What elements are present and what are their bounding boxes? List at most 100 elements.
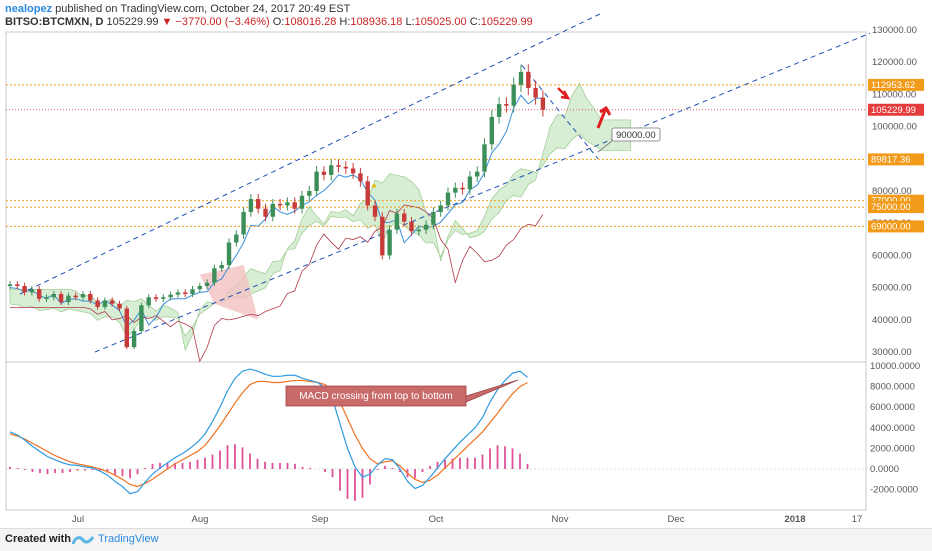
tradingview-logo-icon: [72, 536, 94, 545]
price-level-label: 69000.00: [871, 221, 911, 232]
candle-body: [197, 285, 202, 290]
x-tick-label: 17: [852, 514, 863, 525]
candle-body: [22, 285, 27, 293]
candle-body: [496, 104, 502, 117]
price-level-badge: [868, 220, 924, 233]
upper-trend-line: [19, 13, 601, 295]
price-tick-label: 130000.00: [872, 25, 917, 36]
candle-body: [226, 242, 232, 266]
candle-body: [153, 297, 159, 299]
candle-body: [380, 216, 385, 256]
price-level-badge: [868, 153, 924, 166]
candle-body: [241, 211, 246, 235]
macd-tick-label: 4000.0000: [870, 423, 915, 434]
last-price-text: 105229.99: [106, 16, 159, 28]
candle-body: [365, 181, 370, 206]
tradingview-brand[interactable]: TradingView: [98, 533, 159, 545]
candle-body: [102, 300, 108, 307]
candle-body: [467, 176, 473, 190]
candle-body: [402, 213, 407, 222]
price-level-badge: [868, 201, 924, 214]
x-tick-label: Oct: [429, 514, 444, 525]
candle-body: [343, 166, 348, 169]
price-tick-label: 100000.00: [872, 122, 917, 133]
macd-line: [9, 368, 528, 495]
change-text: −3770.00 (−3.46%): [175, 16, 270, 28]
candle-body: [168, 294, 173, 298]
price-tick-label: 120000.00: [872, 57, 917, 68]
candle-body: [80, 294, 86, 298]
high-value: 108936.18: [350, 16, 403, 28]
macd-tick-label: -2000.0000: [870, 485, 918, 496]
price-chart[interactable]: Jul Aug Sep Oct Nov Dec 2018 17 130000.00 120000.…: [0, 0, 932, 528]
ichimoku-cloud: [9, 82, 631, 352]
symbol-label: BITSO:BTCMXN, D: [5, 16, 104, 28]
candle-body: [58, 294, 64, 303]
candle-body: [299, 195, 305, 209]
candle-body: [44, 297, 49, 299]
candle-body: [511, 84, 516, 106]
candle-body: [438, 205, 443, 212]
price-tick-label: 60000.00: [872, 250, 912, 261]
candle-body: [175, 292, 181, 295]
x-tick-label: 2018: [784, 514, 805, 525]
candle-body: [37, 289, 42, 299]
candle-body: [329, 165, 334, 175]
candle-body: [460, 187, 465, 190]
candle-body: [124, 308, 129, 348]
candle-body: [95, 300, 100, 307]
ohlc-line: BITSO:BTCMXN, D 105229.99 ▼ −3770.00 (−3…: [5, 16, 533, 28]
base-line: [10, 204, 544, 363]
candle-body: [131, 331, 137, 348]
candle-body: [256, 199, 261, 209]
close-label: C:: [469, 16, 481, 28]
candle-body: [277, 203, 283, 206]
candle-body: [409, 221, 414, 232]
target-callout-text: 90000.00: [616, 130, 656, 141]
target-callout-box: [611, 127, 661, 142]
candle-body: [248, 199, 254, 212]
candle-body: [15, 284, 20, 286]
candle-body: [445, 192, 451, 206]
price-tick-label: 30000.00: [872, 347, 912, 358]
lower-trend-line: [94, 32, 871, 353]
author-name[interactable]: nealopez: [5, 3, 53, 15]
price-level-label: 89817.36: [871, 154, 911, 165]
macd-tick-label: 10000.0000: [870, 361, 920, 372]
candle-body: [387, 229, 392, 256]
published-text: published on TradingView.com, October 24…: [55, 3, 351, 15]
candle-body: [489, 116, 494, 145]
candle-body: [219, 265, 224, 269]
high-label: H:: [339, 16, 351, 28]
candle-body: [423, 224, 429, 230]
open-value: 108016.28: [284, 16, 337, 28]
up-arrow-marker: [596, 105, 612, 129]
macd-tick-label: 0.0000: [870, 464, 899, 475]
macd-callout-text: MACD crossing from top to bottom: [299, 391, 452, 402]
candle-body: [110, 300, 115, 304]
last-price-label: 105229.99: [871, 105, 916, 116]
price-tick-label: 40000.00: [872, 315, 912, 326]
candle-body: [29, 289, 35, 293]
signal-dot: [372, 184, 376, 188]
x-tick-label: Dec: [668, 514, 685, 525]
candle-body: [285, 202, 290, 206]
macd-tick-label: 6000.0000: [870, 402, 915, 413]
x-tick-label: Jul: [72, 514, 84, 525]
candle-body: [66, 295, 71, 303]
macd-callout-shape: [285, 379, 519, 407]
down-arrow-marker: [557, 87, 571, 100]
last-price-badge: [868, 103, 924, 116]
price-tick-label: 80000.00: [872, 186, 912, 197]
candle-body: [314, 171, 319, 191]
candle-body: [540, 97, 546, 110]
candle-body: [7, 284, 13, 287]
candle-body: [270, 203, 275, 217]
candle-body: [518, 71, 524, 85]
x-tick-label: Aug: [192, 514, 209, 525]
candle-body: [139, 305, 144, 332]
candle-body: [321, 171, 327, 175]
macd-tick-label: 2000.0000: [870, 443, 915, 454]
candle-body: [212, 268, 217, 283]
candle-body: [204, 282, 210, 286]
